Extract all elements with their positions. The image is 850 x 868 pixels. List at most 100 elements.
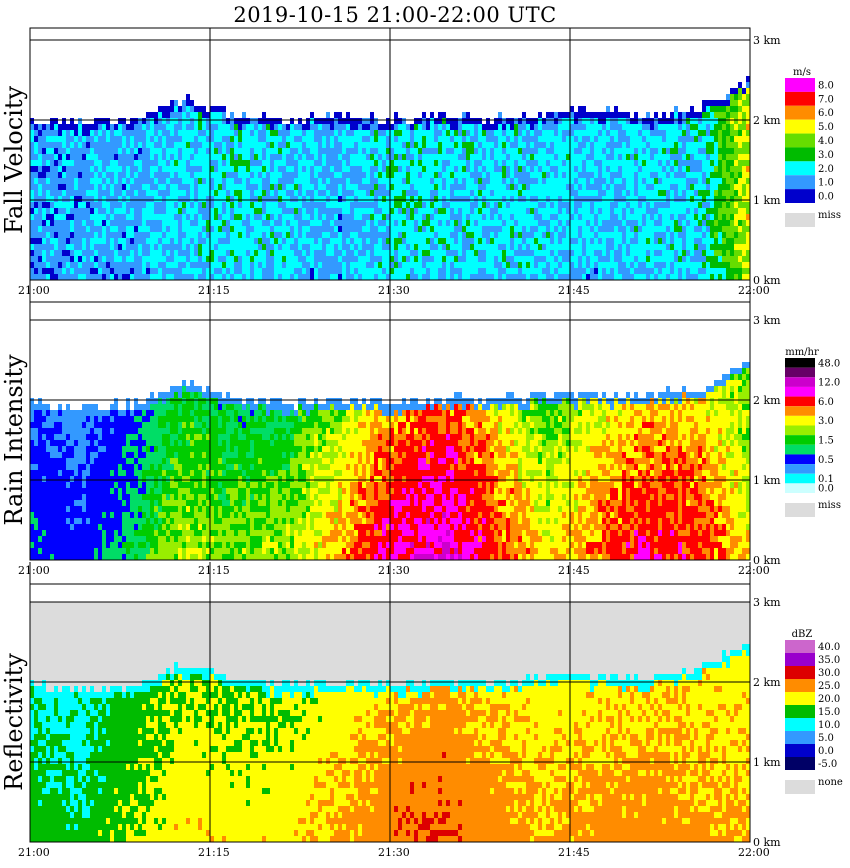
fall-velocity-cell: [558, 238, 562, 244]
fall-velocity-cell: [290, 208, 294, 214]
fall-velocity-cell: [130, 118, 134, 124]
fall-velocity-cell: [326, 148, 330, 154]
fall-velocity-cell: [490, 154, 494, 160]
fall-velocity-cell: [674, 184, 678, 190]
fall-velocity-cell: [518, 208, 522, 214]
fall-velocity-cell: [390, 184, 394, 190]
fall-velocity-cell: [670, 232, 674, 238]
fall-velocity-cell: [602, 214, 606, 220]
fall-velocity-cell: [122, 208, 126, 214]
fall-velocity-cell: [650, 250, 654, 256]
fall-velocity-cell: [510, 202, 514, 208]
fall-velocity-cell: [686, 148, 690, 154]
fall-velocity-cell: [662, 268, 666, 274]
fall-velocity-cell: [334, 208, 338, 214]
fall-velocity-cell: [62, 232, 66, 238]
fall-velocity-cell: [350, 118, 354, 124]
fall-velocity-cell: [702, 178, 706, 184]
fall-velocity-cell: [554, 202, 558, 208]
fall-velocity-cell: [482, 256, 486, 262]
fall-velocity-cell: [46, 130, 50, 136]
fall-velocity-cell: [670, 214, 674, 220]
fall-velocity-cell: [658, 160, 662, 166]
fall-velocity-cell: [166, 166, 170, 172]
fall-velocity-cell: [562, 190, 566, 196]
fall-velocity-cell: [210, 220, 214, 226]
fall-velocity-cell: [606, 130, 610, 136]
fall-velocity-cell: [70, 268, 74, 274]
fall-velocity-cell: [378, 160, 382, 166]
fall-velocity-cell: [670, 238, 674, 244]
fall-velocity-cell: [414, 244, 418, 250]
fall-velocity-cell: [498, 202, 502, 208]
fall-velocity-cell: [86, 184, 90, 190]
fall-velocity-cell: [746, 184, 750, 190]
fall-velocity-cell: [630, 274, 634, 280]
fall-velocity-cell: [206, 184, 210, 190]
fall-velocity-cell: [46, 142, 50, 148]
fall-velocity-cell: [666, 226, 670, 232]
fall-velocity-cell: [702, 214, 706, 220]
fall-velocity-cell: [126, 268, 130, 274]
fall-velocity-cell: [722, 202, 726, 208]
fall-velocity-cell: [370, 154, 374, 160]
fall-velocity-cell: [98, 250, 102, 256]
fall-velocity-cell: [606, 178, 610, 184]
fall-velocity-cell: [266, 136, 270, 142]
fall-velocity-cell: [202, 124, 206, 130]
fall-velocity-cell: [334, 214, 338, 220]
fall-velocity-cell: [502, 154, 506, 160]
fall-velocity-cell: [218, 184, 222, 190]
fall-velocity-cell: [338, 154, 342, 160]
fall-velocity-cell: [350, 154, 354, 160]
fall-velocity-cell: [686, 244, 690, 250]
fall-velocity-cell: [418, 130, 422, 136]
fall-velocity-cell: [86, 256, 90, 262]
fall-velocity-cell: [166, 220, 170, 226]
fall-velocity-cell: [570, 112, 574, 118]
fall-velocity-cell: [586, 220, 590, 226]
fall-velocity-cell: [330, 142, 334, 148]
fall-velocity-cell: [578, 136, 582, 142]
fall-velocity-cell: [114, 160, 118, 166]
fall-velocity-cell: [314, 244, 318, 250]
fall-velocity-cell: [262, 190, 266, 196]
fall-velocity-cell: [198, 178, 202, 184]
fall-velocity-cell: [138, 274, 142, 280]
fall-velocity-cell: [606, 208, 610, 214]
fall-velocity-cell: [650, 184, 654, 190]
fall-velocity-cell: [190, 136, 194, 142]
fall-velocity-cell: [370, 250, 374, 256]
fall-velocity-cell: [78, 274, 82, 280]
fall-velocity-cell: [118, 118, 122, 124]
fall-velocity-cell: [658, 196, 662, 202]
fall-velocity-cell: [454, 268, 458, 274]
fall-velocity-cell: [110, 148, 114, 154]
fall-velocity-cell: [282, 232, 286, 238]
fall-velocity-cell: [598, 256, 602, 262]
fall-velocity-cell: [110, 196, 114, 202]
fall-velocity-cell: [470, 190, 474, 196]
fall-velocity-cell: [518, 226, 522, 232]
fall-velocity-cell: [38, 268, 42, 274]
fall-velocity-cell: [674, 136, 678, 142]
fall-velocity-cell: [146, 148, 150, 154]
fall-velocity-cell: [578, 112, 582, 118]
fall-velocity-cell: [318, 124, 322, 130]
fall-velocity-cell: [174, 112, 178, 118]
fall-velocity-cell: [262, 154, 266, 160]
fall-velocity-cell: [222, 232, 226, 238]
fall-velocity-cell: [646, 112, 650, 118]
fall-velocity-cell: [70, 220, 74, 226]
fall-velocity-cell: [426, 232, 430, 238]
fall-velocity-cell: [690, 154, 694, 160]
fall-velocity-cell: [606, 184, 610, 190]
fall-velocity-cell: [622, 262, 626, 268]
fall-velocity-cell: [698, 160, 702, 166]
fall-velocity-cell: [150, 250, 154, 256]
fall-velocity-cell: [438, 220, 442, 226]
fall-velocity-cell: [398, 178, 402, 184]
fall-velocity-cell: [618, 154, 622, 160]
fall-velocity-cell: [126, 256, 130, 262]
fall-velocity-cell: [370, 130, 374, 136]
